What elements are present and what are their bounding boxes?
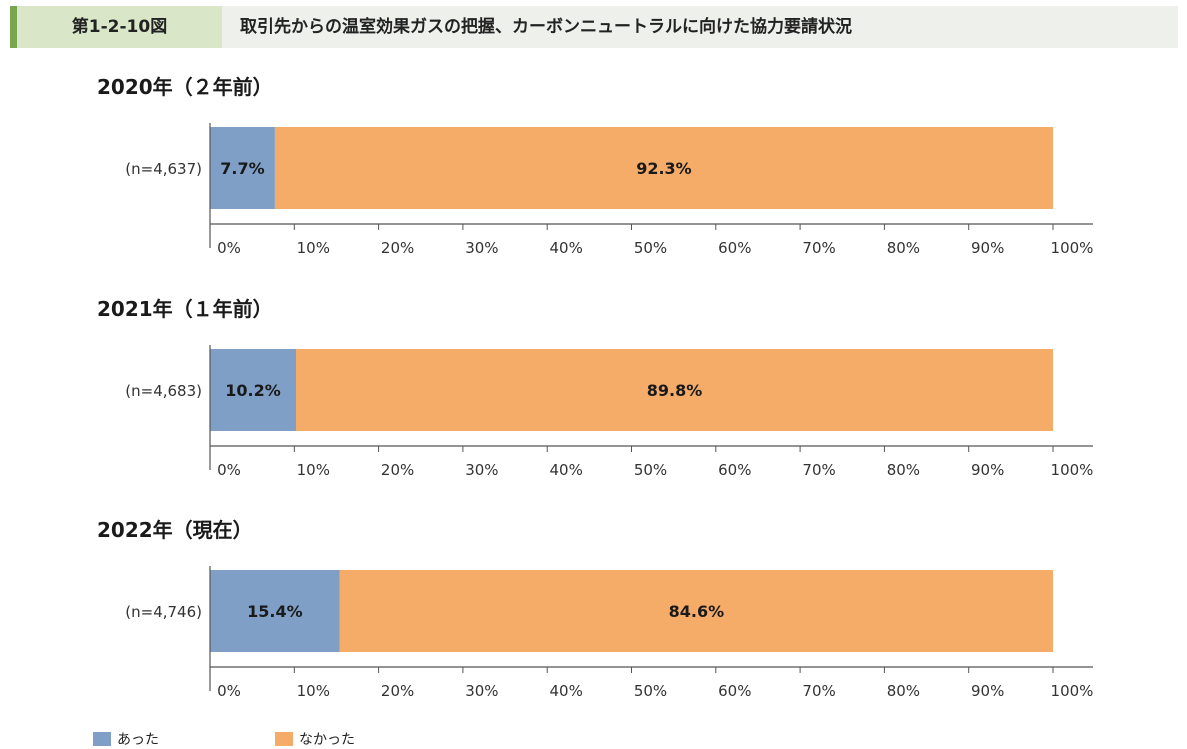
category-label-1: (n=4,683) xyxy=(125,382,202,400)
bar-segment-0-1 xyxy=(274,127,1053,209)
x-tick-label-0-4: 40% xyxy=(550,239,583,257)
x-tick-label-1-8: 80% xyxy=(887,461,920,479)
legend-swatch-yes xyxy=(93,732,111,746)
legend-label-yes: あった xyxy=(117,732,159,748)
x-tick-label-0-3: 30% xyxy=(465,239,498,257)
x-tick-label-2-0: 0% xyxy=(217,682,241,700)
bar-segment-2-0 xyxy=(210,570,340,652)
x-tick-label-2-7: 70% xyxy=(802,682,835,700)
figure-number: 第1-2-10図 xyxy=(17,6,222,48)
x-tick-label-0-7: 70% xyxy=(802,239,835,257)
data-label-1-0: 10.2% xyxy=(225,381,281,400)
figure-title: 取引先からの温室効果ガスの把握、カーボンニュートラルに向けた協力要請状況 xyxy=(240,17,852,37)
x-tick-label-1-5: 50% xyxy=(634,461,667,479)
x-tick-label-0-0: 0% xyxy=(217,239,241,257)
data-label-2-0: 15.4% xyxy=(247,602,303,621)
x-tick-label-2-10: 100% xyxy=(1051,682,1094,700)
legend-swatch-no xyxy=(275,732,293,746)
x-tick-label-2-6: 60% xyxy=(718,682,751,700)
x-tick-label-0-1: 10% xyxy=(297,239,330,257)
panel-title-1: 2021年（１年前） xyxy=(97,297,273,321)
x-tick-label-1-6: 60% xyxy=(718,461,751,479)
panel-title-2: 2022年（現在） xyxy=(97,518,253,542)
x-tick-label-1-7: 70% xyxy=(802,461,835,479)
panel-title-0: 2020年（２年前） xyxy=(97,75,273,99)
legend-item-no: なかった xyxy=(275,730,355,748)
x-tick-label-1-0: 0% xyxy=(217,461,241,479)
header-accent-stripe xyxy=(10,6,17,48)
x-tick-label-0-6: 60% xyxy=(718,239,751,257)
data-label-2-1: 84.6% xyxy=(669,602,725,621)
x-tick-label-0-5: 50% xyxy=(634,239,667,257)
x-tick-label-0-10: 100% xyxy=(1051,239,1094,257)
x-tick-label-1-2: 20% xyxy=(381,461,414,479)
category-label-0: (n=4,637) xyxy=(125,160,202,178)
legend-item-yes: あった xyxy=(93,730,159,748)
x-tick-label-2-3: 30% xyxy=(465,682,498,700)
data-label-1-1: 89.8% xyxy=(647,381,703,400)
bar-segment-0-0 xyxy=(210,127,275,209)
x-tick-label-1-9: 90% xyxy=(971,461,1004,479)
data-label-0-1: 92.3% xyxy=(636,159,692,178)
x-tick-label-2-2: 20% xyxy=(381,682,414,700)
x-tick-label-2-4: 40% xyxy=(550,682,583,700)
category-label-2: (n=4,746) xyxy=(125,603,202,621)
x-tick-label-1-4: 40% xyxy=(550,461,583,479)
x-tick-label-0-8: 80% xyxy=(887,239,920,257)
x-tick-label-0-9: 90% xyxy=(971,239,1004,257)
legend-label-no: なかった xyxy=(299,732,355,748)
x-tick-label-1-3: 30% xyxy=(465,461,498,479)
bar-segment-1-0 xyxy=(210,349,296,431)
x-tick-label-0-2: 20% xyxy=(381,239,414,257)
x-tick-label-2-9: 90% xyxy=(971,682,1004,700)
x-tick-label-1-10: 100% xyxy=(1051,461,1094,479)
bar-segment-2-1 xyxy=(339,570,1053,652)
bar-segment-1-1 xyxy=(295,349,1054,431)
x-tick-label-1-1: 10% xyxy=(297,461,330,479)
x-tick-label-2-8: 80% xyxy=(887,682,920,700)
x-tick-label-2-1: 10% xyxy=(297,682,330,700)
x-tick-label-2-5: 50% xyxy=(634,682,667,700)
data-label-0-0: 7.7% xyxy=(220,159,264,178)
